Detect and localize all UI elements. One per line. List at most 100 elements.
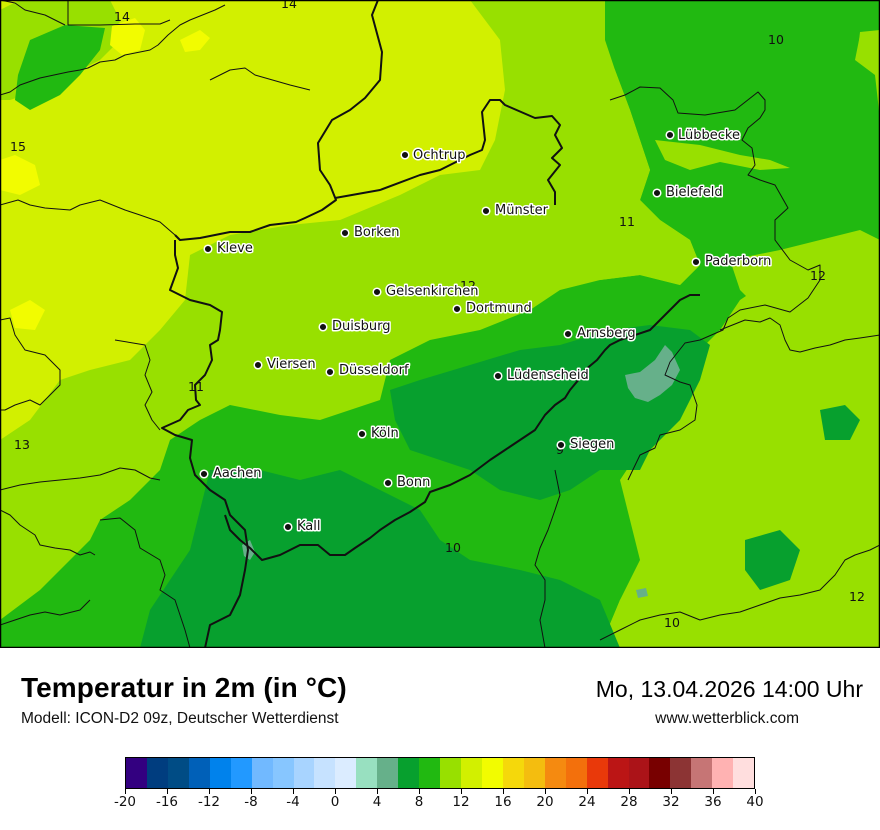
color-bin xyxy=(733,758,755,788)
city-duisburg[interactable]: Duisburg xyxy=(318,318,392,336)
color-scale-ticks: -20 -16 -12 -8 -4 0 4 8 12 16 20 24 28 32 36 40 xyxy=(114,789,764,819)
color-bin xyxy=(251,758,273,788)
city-borken[interactable]: Borken xyxy=(340,224,401,242)
temp-zone-14-16 xyxy=(0,155,40,195)
color-bin xyxy=(146,758,168,788)
temp-zone-8-10 xyxy=(15,25,105,110)
svg-text:Kall: Kall xyxy=(297,519,321,534)
svg-text:Lüdenscheid: Lüdenscheid xyxy=(507,368,589,383)
city-markers: Ochtrup Lübbecke Münster Bielefeld Borke… xyxy=(199,127,773,536)
scale-tick-label: 8 xyxy=(414,794,424,810)
scale-tick-label: -12 xyxy=(197,794,221,810)
contour-label: 12 xyxy=(849,589,865,604)
city-aachen[interactable]: Aachen xyxy=(199,465,263,483)
contour-label: 14 xyxy=(114,9,130,24)
scale-tick-label: 4 xyxy=(372,794,382,810)
color-bin xyxy=(230,758,252,788)
svg-text:Borken: Borken xyxy=(354,225,400,240)
color-bin xyxy=(272,758,294,788)
city-viersen[interactable]: Viersen xyxy=(253,356,317,374)
svg-text:Düsseldorf: Düsseldorf xyxy=(339,363,409,378)
city-siegen[interactable]: Siegen xyxy=(556,436,616,454)
contour-label: 9 xyxy=(556,442,564,457)
color-bin xyxy=(649,758,671,788)
color-bin xyxy=(314,758,336,788)
svg-text:Dortmund: Dortmund xyxy=(466,301,532,316)
svg-text:Lübbecke: Lübbecke xyxy=(678,128,740,143)
city-bonn[interactable]: Bonn xyxy=(383,474,432,492)
color-bin xyxy=(691,758,713,788)
contour-label: 11 xyxy=(619,214,635,229)
temp-zone-10-12 xyxy=(580,40,700,285)
color-bin xyxy=(126,758,147,788)
color-bin xyxy=(398,758,420,788)
color-bin xyxy=(188,758,210,788)
color-bin xyxy=(209,758,231,788)
contour-label: 11 xyxy=(188,379,204,394)
city-ochtrup[interactable]: Ochtrup xyxy=(400,147,467,165)
scale-tick-label: -16 xyxy=(155,794,179,810)
temp-zone-10-12 xyxy=(858,30,880,70)
color-bin xyxy=(419,758,441,788)
scale-tick-label: 16 xyxy=(494,794,512,810)
color-scale-bar xyxy=(125,757,755,789)
svg-text:Köln: Köln xyxy=(371,426,399,441)
color-bin xyxy=(565,758,587,788)
color-bin xyxy=(481,758,503,788)
city-dortmund[interactable]: Dortmund xyxy=(452,300,533,318)
temp-zone-4-6 xyxy=(625,345,680,402)
contour-label: 12 xyxy=(810,268,826,283)
website-link[interactable]: www.wetterblick.com xyxy=(655,710,799,727)
forecast-datetime: Mo, 13.04.2026 14:00 Uhr xyxy=(595,676,863,702)
color-bin xyxy=(544,758,566,788)
contour-label: 10 xyxy=(768,32,784,47)
temp-zone-6-8 xyxy=(820,405,860,440)
color-bin xyxy=(293,758,315,788)
city-luebbecke[interactable]: Lübbecke xyxy=(665,127,741,145)
scale-tick-label: 0 xyxy=(330,794,340,810)
temp-zone-14-16 xyxy=(110,18,145,55)
city-gelsenkirchen[interactable]: Gelsenkirchen xyxy=(372,283,480,301)
city-kall[interactable]: Kall xyxy=(283,518,322,536)
city-muenster[interactable]: Münster xyxy=(481,202,550,220)
scale-tick-label: 12 xyxy=(452,794,470,810)
color-bin xyxy=(712,758,734,788)
temp-zone-10-12 xyxy=(600,230,880,648)
color-bin xyxy=(586,758,608,788)
color-bin xyxy=(167,758,189,788)
svg-text:Duisburg: Duisburg xyxy=(332,319,391,334)
color-bin xyxy=(670,758,692,788)
borders xyxy=(0,0,880,648)
contour-label: 12 xyxy=(460,278,476,293)
city-paderborn[interactable]: Paderborn xyxy=(691,253,773,271)
scale-tick-label: 40 xyxy=(746,794,764,810)
svg-text:Ochtrup: Ochtrup xyxy=(413,148,466,163)
contour-label: 10 xyxy=(664,615,680,630)
svg-text:Aachen: Aachen xyxy=(213,466,261,481)
svg-text:Gelsenkirchen: Gelsenkirchen xyxy=(386,284,479,299)
scale-tick-label: -4 xyxy=(286,794,300,810)
city-bielefeld[interactable]: Bielefeld xyxy=(652,184,724,202)
color-bin xyxy=(523,758,545,788)
color-bin xyxy=(628,758,650,788)
city-luedenscheid[interactable]: Lüdenscheid xyxy=(493,367,590,385)
temperature-map[interactable]: 14 14 10 15 11 12 12 11 13 9 10 12 10 Oc… xyxy=(0,0,880,648)
city-kleve[interactable]: Kleve xyxy=(203,240,254,258)
contour-label: 15 xyxy=(10,139,26,154)
scale-tick-label: 36 xyxy=(704,794,722,810)
scale-tick-label: -8 xyxy=(244,794,258,810)
city-koeln[interactable]: Köln xyxy=(357,425,400,443)
svg-text:Bonn: Bonn xyxy=(397,475,430,490)
svg-text:Kleve: Kleve xyxy=(217,241,253,256)
color-bin xyxy=(440,758,461,788)
contour-label: 13 xyxy=(14,437,30,452)
scale-tick-label: 20 xyxy=(536,794,554,810)
temp-zone-6-8 xyxy=(140,470,620,648)
color-bin xyxy=(461,758,482,788)
scale-tick-label: 28 xyxy=(620,794,638,810)
color-bin xyxy=(502,758,524,788)
scale-tick-label: -20 xyxy=(113,794,137,810)
legend-footer: Temperatur in 2m (in °C) Modell: ICON-D2… xyxy=(0,648,880,830)
city-duesseldorf[interactable]: Düsseldorf xyxy=(325,362,410,380)
city-arnsberg[interactable]: Arnsberg xyxy=(563,325,637,343)
